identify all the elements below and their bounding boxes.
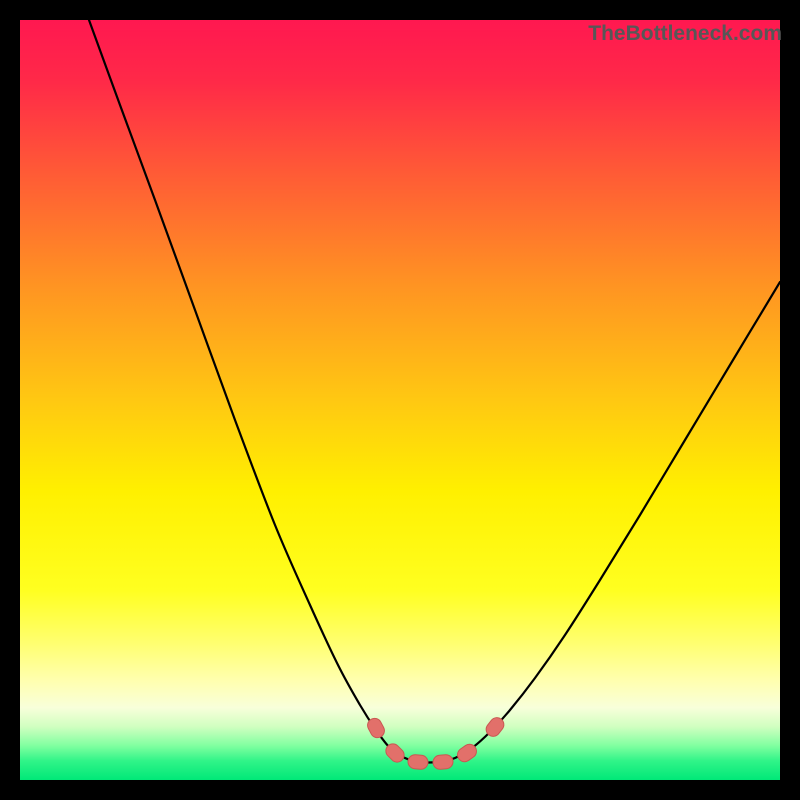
chart-svg <box>20 20 780 780</box>
watermark-text: TheBottleneck.com <box>588 22 782 46</box>
chart-plot-area <box>20 20 780 780</box>
curve-marker <box>407 754 428 770</box>
curve-marker <box>432 754 453 770</box>
chart-background <box>20 20 780 780</box>
chart-container: TheBottleneck.com <box>0 0 800 800</box>
